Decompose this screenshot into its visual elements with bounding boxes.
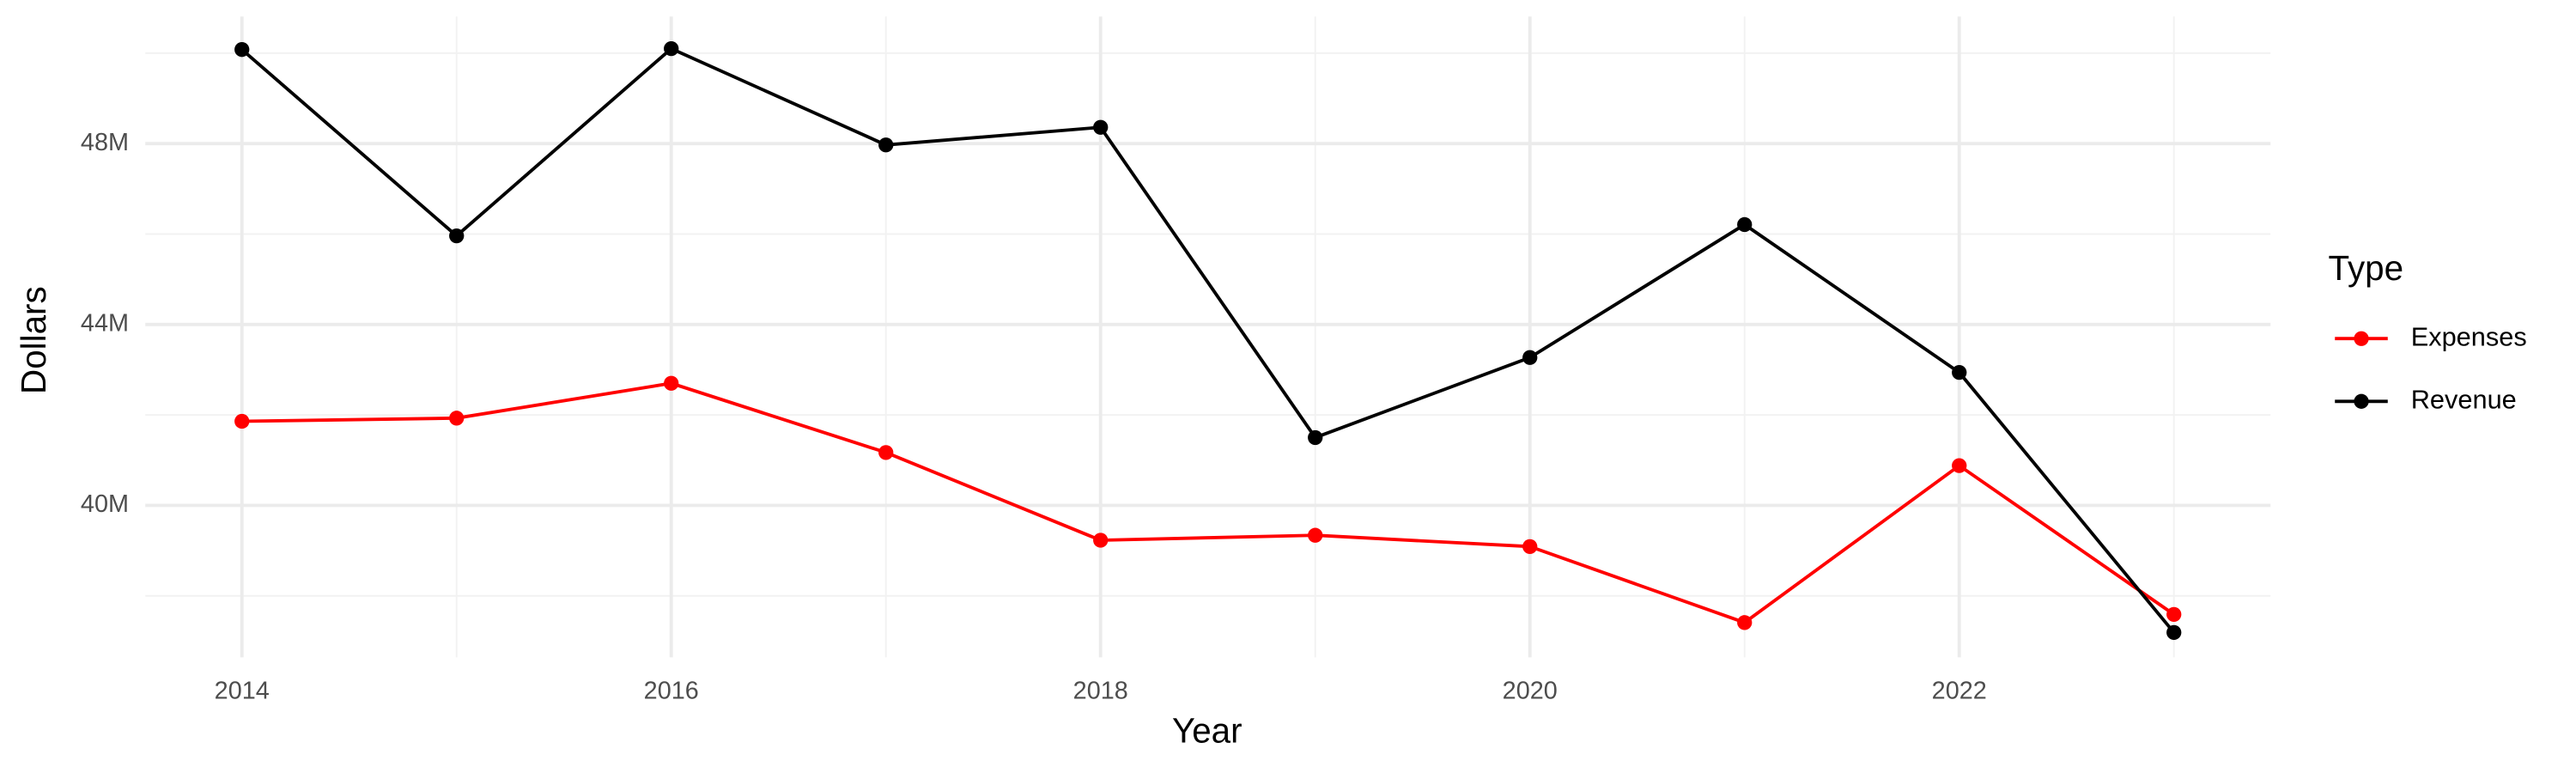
data-point <box>1308 527 1323 543</box>
y-tick-label: 40M <box>81 490 129 518</box>
data-point <box>1093 533 1109 548</box>
data-point <box>234 413 250 429</box>
data-point <box>1522 350 1538 365</box>
data-point <box>1952 458 1967 473</box>
data-point <box>664 40 679 57</box>
data-point <box>1737 615 1753 630</box>
data-point <box>1952 364 1967 380</box>
data-point <box>1093 119 1109 135</box>
x-tick-label: 2020 <box>1503 677 1558 704</box>
data-point <box>1308 429 1323 446</box>
x-tick-label: 2018 <box>1073 677 1128 704</box>
data-point <box>878 137 894 153</box>
data-point <box>449 228 465 244</box>
x-axis-title: Year <box>1172 711 1242 751</box>
x-tick-label: 2014 <box>215 677 270 704</box>
legend-key-point <box>2354 393 2369 409</box>
legend-key-point <box>2354 331 2369 346</box>
y-axis-title: Dollars <box>14 286 53 394</box>
legend-label: Revenue <box>2411 384 2517 414</box>
y-tick-label: 48M <box>81 129 129 156</box>
series-line <box>240 46 2176 634</box>
data-point <box>449 411 465 426</box>
data-point <box>2166 606 2182 623</box>
data-point <box>234 42 250 58</box>
data-point <box>664 375 679 391</box>
x-tick-label: 2022 <box>1932 677 1987 704</box>
y-tick-label: 44M <box>81 309 129 337</box>
legend-title: Type <box>2329 248 2404 288</box>
data-point <box>878 445 894 460</box>
legend-label: Expenses <box>2411 321 2527 351</box>
data-point <box>1522 539 1538 555</box>
series-line <box>241 381 2175 624</box>
x-tick-label: 2016 <box>644 677 699 704</box>
data-point <box>1737 216 1753 233</box>
data-point <box>2166 624 2182 641</box>
